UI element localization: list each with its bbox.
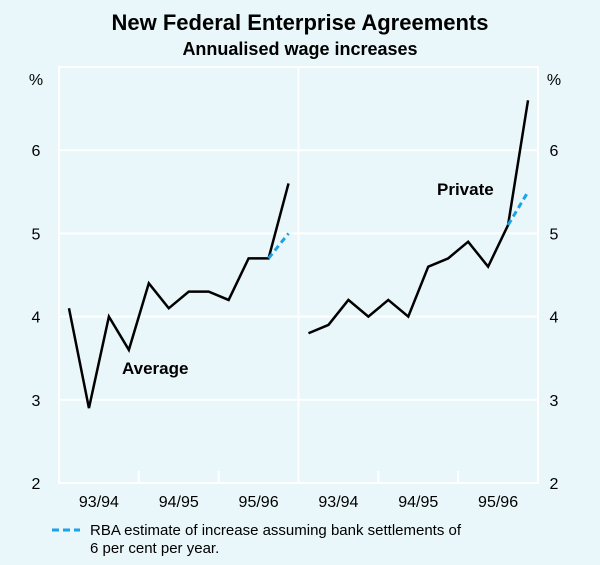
y-tick-left: 6 [32, 143, 41, 160]
y-tick-right: 3 [550, 393, 559, 410]
y-tick-left: 5 [32, 226, 41, 243]
x-tick-label: 94/95 [398, 494, 438, 511]
chart-title: New Federal Enterprise Agreements [112, 10, 489, 35]
y-tick-right: 6 [550, 143, 559, 160]
y-tick-right: 2 [550, 476, 559, 493]
series-label-private: Private [437, 180, 494, 199]
series-line-private [307, 100, 530, 335]
y-tick-left: 4 [32, 310, 41, 327]
x-tick-label: 95/96 [478, 494, 518, 511]
x-tick-label: 95/96 [239, 494, 279, 511]
x-tick-label: 93/94 [318, 494, 358, 511]
x-tick-label: 94/95 [159, 494, 199, 511]
y-tick-left: 3 [32, 393, 41, 410]
series-label-average: Average [122, 359, 188, 378]
legend-line-2: 6 per cent per year. [90, 540, 219, 557]
legend-line-1: RBA estimate of increase assuming bank s… [90, 522, 462, 539]
x-tick-label: 93/94 [79, 494, 119, 511]
chart-subtitle: Annualised wage increases [182, 39, 417, 59]
y-tick-left: 2 [32, 476, 41, 493]
series-line-average [67, 183, 290, 409]
estimate-line-average [267, 232, 290, 260]
estimate-line-private [506, 191, 530, 226]
y-unit-right: % [547, 72, 561, 89]
y-unit-left: % [29, 72, 43, 89]
y-tick-right: 4 [550, 310, 559, 327]
y-tick-right: 5 [550, 226, 559, 243]
